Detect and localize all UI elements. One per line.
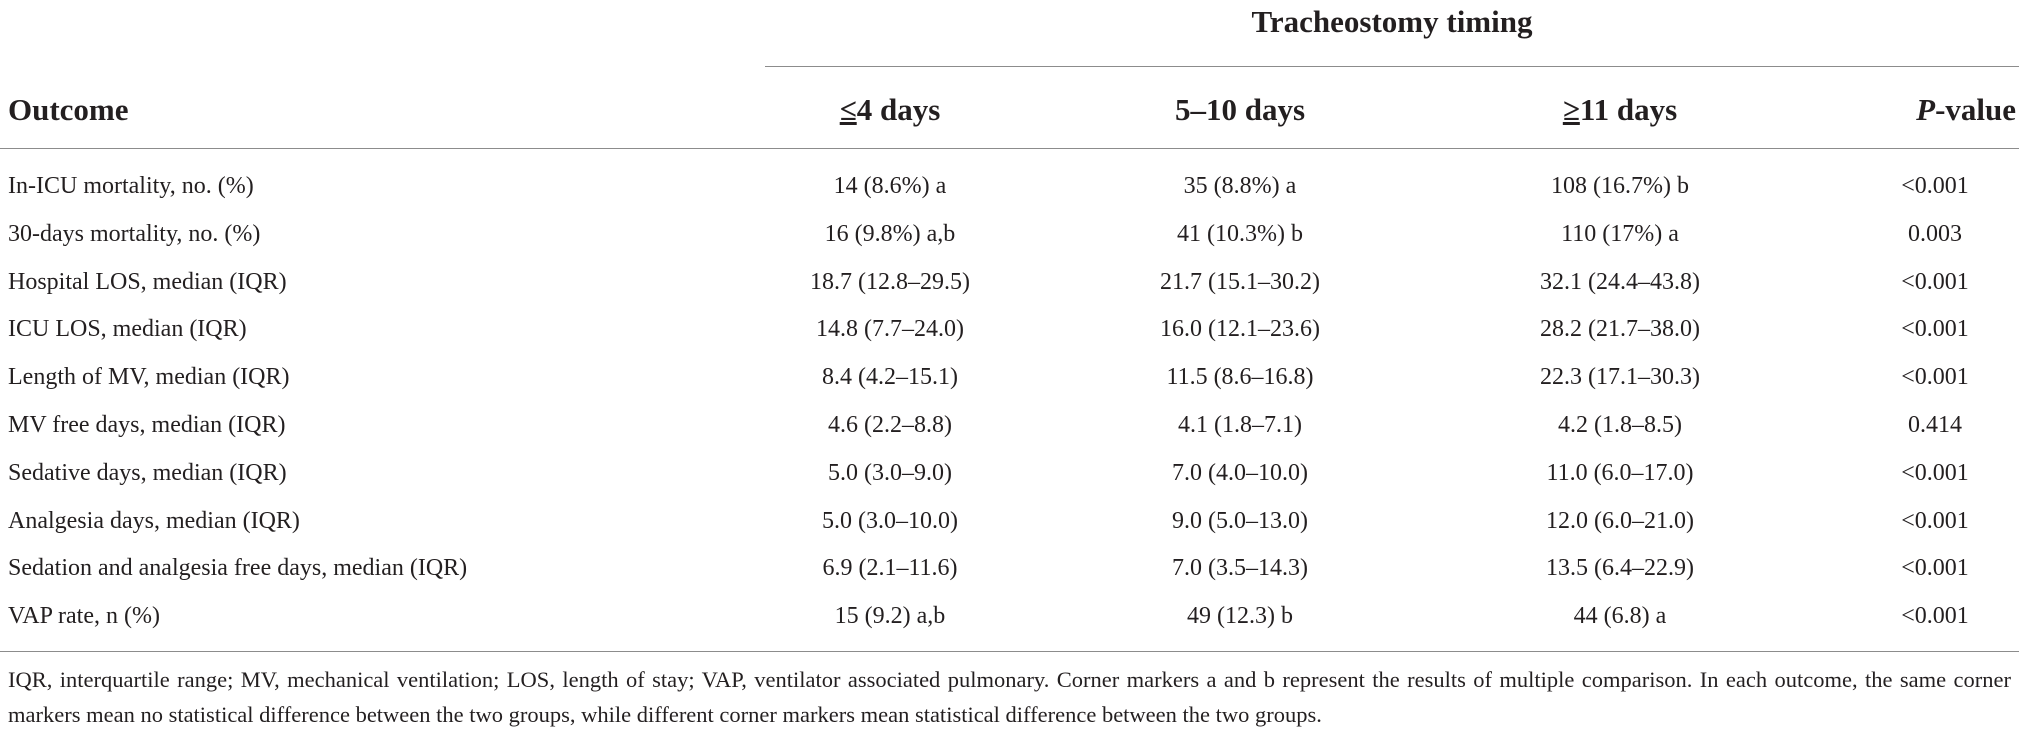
cell-ge11: 110 (17%) a	[1561, 220, 1679, 247]
cell-outcome: Analgesia days, median (IQR)	[8, 507, 300, 534]
table-row: Analgesia days, median (IQR) 5.0 (3.0–10…	[0, 498, 2019, 546]
cell-ge11: 4.2 (1.8–8.5)	[1558, 411, 1682, 438]
cell-p-value: 0.414	[1908, 411, 1962, 438]
header-rule	[0, 148, 2019, 149]
ge11-label: 11 days	[1579, 92, 1678, 127]
table-footnote: IQR, interquartile range; MV, mechanical…	[8, 667, 2011, 727]
cell-ge11: 28.2 (21.7–38.0)	[1540, 316, 1700, 343]
cell-le4: 5.0 (3.0–10.0)	[822, 507, 958, 534]
cell-le4: 6.9 (2.1–11.6)	[822, 555, 958, 582]
cell-p-value: <0.001	[1901, 507, 1969, 534]
table-row: Length of MV, median (IQR) 8.4 (4.2–15.1…	[0, 354, 2019, 402]
column-header-5-10-days: 5–10 days	[1174, 92, 1306, 127]
cell-outcome: Sedative days, median (IQR)	[8, 459, 287, 486]
table-row: 30-days mortality, no. (%) 16 (9.8%) a,b…	[0, 211, 2019, 259]
cell-p-value: <0.001	[1901, 173, 1969, 199]
cell-p-value: <0.001	[1901, 364, 1969, 391]
ge-symbol: ≥	[1562, 92, 1580, 127]
cell-5-10: 35 (8.8%) a	[1183, 173, 1297, 199]
cell-5-10: 11.5 (8.6–16.8)	[1166, 364, 1314, 391]
table-row: VAP rate, n (%) 15 (9.2) a,b 49 (12.3) b…	[0, 593, 2019, 641]
group-header-rule	[765, 66, 2019, 67]
cell-5-10: 7.0 (4.0–10.0)	[1172, 459, 1308, 486]
cell-p-value: <0.001	[1901, 268, 1969, 295]
cell-p-value: <0.001	[1901, 316, 1969, 343]
cell-5-10: 16.0 (12.1–23.6)	[1160, 316, 1320, 343]
column-header-row: Outcome ≤4 days 5–10 days ≥11 days P-val…	[0, 84, 2019, 136]
cell-p-value: <0.001	[1901, 555, 1969, 582]
column-header-ge11-days: ≥11 days	[1460, 84, 1780, 136]
cell-ge11: 13.5 (6.4–22.9)	[1546, 555, 1694, 582]
cell-outcome: ICU LOS, median (IQR)	[8, 316, 247, 343]
cell-le4: 8.4 (4.2–15.1)	[822, 364, 958, 391]
p-rest: -value	[1935, 92, 2016, 127]
cell-le4: 4.6 (2.2–8.8)	[828, 411, 952, 438]
cell-ge11: 11.0 (6.0–17.0)	[1546, 459, 1694, 486]
column-header-p-value: P-value	[1916, 84, 2016, 136]
p-italic: P	[1916, 92, 1936, 127]
cell-le4: 14 (8.6%) a	[833, 173, 947, 199]
cell-ge11: 32.1 (24.4–43.8)	[1540, 268, 1700, 295]
group-header: Tracheostomy timing	[1251, 4, 1533, 39]
cell-ge11: 12.0 (6.0–21.0)	[1546, 507, 1694, 534]
column-header-le4-days: ≤4 days	[740, 84, 1040, 136]
cell-le4: 18.7 (12.8–29.5)	[810, 268, 970, 295]
table-row: Sedative days, median (IQR) 5.0 (3.0–9.0…	[0, 450, 2019, 498]
table-row: Hospital LOS, median (IQR) 18.7 (12.8–29…	[0, 259, 2019, 307]
cell-5-10: 9.0 (5.0–13.0)	[1172, 507, 1308, 534]
cell-le4: 5.0 (3.0–9.0)	[828, 459, 952, 486]
cell-outcome: Hospital LOS, median (IQR)	[8, 268, 287, 295]
cell-p-value: <0.001	[1901, 603, 1969, 630]
cell-le4: 15 (9.2) a,b	[834, 603, 946, 630]
cell-5-10: 49 (12.3) b	[1187, 603, 1293, 630]
cell-5-10: 4.1 (1.8–7.1)	[1178, 411, 1302, 438]
cell-outcome: MV free days, median (IQR)	[8, 411, 286, 438]
table-row: MV free days, median (IQR) 4.6 (2.2–8.8)…	[0, 402, 2019, 450]
cell-5-10: 7.0 (3.5–14.3)	[1172, 555, 1308, 582]
cell-5-10: 21.7 (15.1–30.2)	[1160, 268, 1320, 295]
cell-le4: 16 (9.8%) a,b	[824, 220, 956, 247]
le4-label: 4 days	[856, 92, 941, 127]
cell-outcome: Length of MV, median (IQR)	[8, 364, 290, 391]
cell-outcome: In-ICU mortality, no. (%)	[8, 173, 254, 199]
cell-outcome: 30-days mortality, no. (%)	[8, 220, 261, 247]
cell-ge11: 22.3 (17.1–30.3)	[1540, 364, 1700, 391]
cell-p-value: <0.001	[1901, 459, 1969, 486]
table-body: In-ICU mortality, no. (%) 14 (8.6%) a 35…	[0, 163, 2019, 641]
cell-outcome: Sedation and analgesia free days, median…	[8, 555, 468, 582]
cell-outcome: VAP rate, n (%)	[8, 603, 160, 630]
cell-5-10: 41 (10.3%) b	[1177, 220, 1303, 247]
table-row: In-ICU mortality, no. (%) 14 (8.6%) a 35…	[0, 163, 2019, 211]
cell-ge11: 108 (16.7%) b	[1551, 173, 1689, 199]
table-row: ICU LOS, median (IQR) 14.8 (7.7–24.0) 16…	[0, 306, 2019, 354]
cell-ge11: 44 (6.8) a	[1573, 603, 1667, 630]
cell-le4: 14.8 (7.7–24.0)	[816, 316, 964, 343]
cell-p-value: 0.003	[1908, 220, 1962, 247]
le-symbol: ≤	[839, 92, 857, 127]
bottom-rule	[0, 651, 2019, 652]
column-header-outcome: Outcome	[8, 92, 129, 127]
table-row: Sedation and analgesia free days, median…	[0, 545, 2019, 593]
